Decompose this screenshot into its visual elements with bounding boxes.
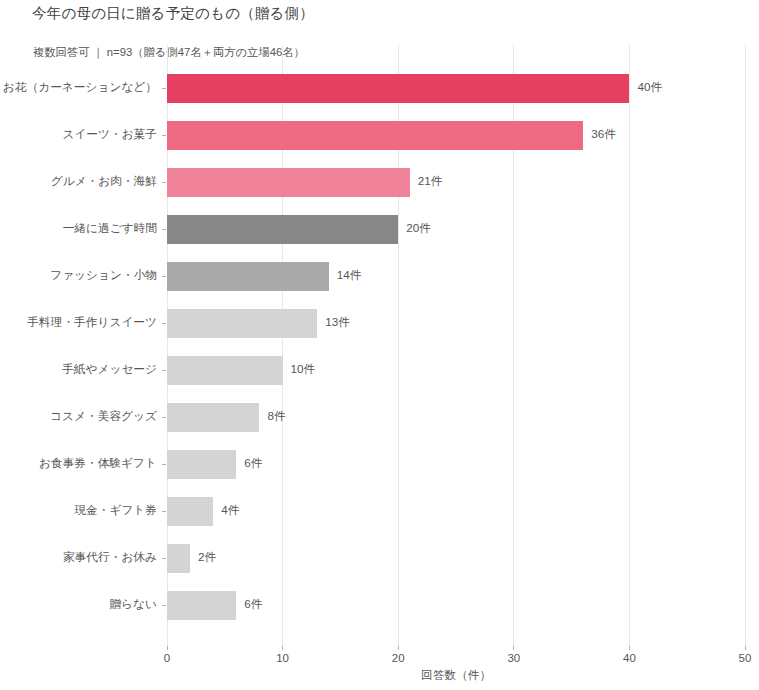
x-tick-label: 30 [494, 652, 534, 664]
bar-chart: 今年の母の日に贈る予定のもの（贈る側） 複数回答可 ｜ n=93（贈る側47名＋… [0, 0, 759, 690]
category-label: 手料理・手作りスイーツ [27, 315, 157, 330]
bar [167, 544, 190, 573]
x-tick-label: 50 [725, 652, 759, 664]
y-axis-tick [162, 464, 166, 465]
category-label: 現金・ギフト券 [74, 503, 157, 518]
category-label: ファッション・小物 [50, 268, 157, 283]
category-label: 家事代行・お休み [63, 550, 157, 565]
value-label: 10件 [291, 362, 316, 377]
y-axis-tick [162, 88, 166, 89]
x-axis-tick [282, 646, 283, 650]
x-tick-label: 20 [378, 652, 418, 664]
value-label: 20件 [406, 221, 431, 236]
bar [167, 121, 583, 150]
bar [167, 168, 410, 197]
value-label: 40件 [637, 80, 662, 95]
x-tick-label: 0 [147, 652, 187, 664]
value-label: 14件 [337, 268, 362, 283]
value-label: 2件 [198, 550, 216, 565]
y-axis-tick [162, 323, 166, 324]
y-axis-tick [162, 135, 166, 136]
x-axis-tick [513, 646, 514, 650]
y-axis-tick [162, 605, 166, 606]
y-axis-tick [162, 229, 166, 230]
y-axis-tick [162, 511, 166, 512]
y-axis-tick [162, 276, 166, 277]
y-axis-tick [162, 417, 166, 418]
y-axis-tick [162, 182, 166, 183]
value-label: 36件 [591, 127, 616, 142]
x-gridline [629, 45, 630, 646]
x-axis-tick [167, 646, 168, 650]
category-label: お食事券・体験ギフト [39, 456, 157, 471]
value-label: 6件 [244, 456, 262, 471]
bar [167, 215, 398, 244]
x-axis-tick [629, 646, 630, 650]
category-label: 贈らない [109, 597, 157, 612]
x-gridline [745, 45, 746, 646]
value-label: 8件 [267, 409, 285, 424]
bar [167, 450, 236, 479]
category-label: 一緒に過ごす時間 [63, 221, 157, 236]
x-axis-tick [745, 646, 746, 650]
x-axis-title: 回答数（件） [356, 668, 556, 683]
value-label: 6件 [244, 597, 262, 612]
chart-title: 今年の母の日に贈る予定のもの（贈る側） [32, 4, 314, 23]
x-tick-label: 10 [263, 652, 303, 664]
chart-subtitle: 複数回答可 ｜ n=93（贈る側47名＋両方の立場46名） [33, 45, 305, 60]
bar [167, 403, 259, 432]
category-label: スイーツ・お菓子 [62, 127, 157, 142]
x-axis-tick [398, 646, 399, 650]
bar [167, 591, 236, 620]
value-label: 13件 [325, 315, 350, 330]
category-label: コスメ・美容グッズ [50, 409, 157, 424]
y-axis-tick [162, 370, 166, 371]
bar [167, 497, 213, 526]
x-tick-label: 40 [609, 652, 649, 664]
bar [167, 262, 329, 291]
y-axis-tick [162, 558, 166, 559]
category-label: グルメ・お肉・海鮮 [51, 174, 157, 189]
bar [167, 74, 629, 103]
value-label: 4件 [221, 503, 239, 518]
category-label: 手紙やメッセージ [62, 362, 157, 377]
bar [167, 356, 283, 385]
value-label: 21件 [418, 174, 443, 189]
bar [167, 309, 317, 338]
category-label: お花（カーネーションなど） [3, 80, 157, 95]
